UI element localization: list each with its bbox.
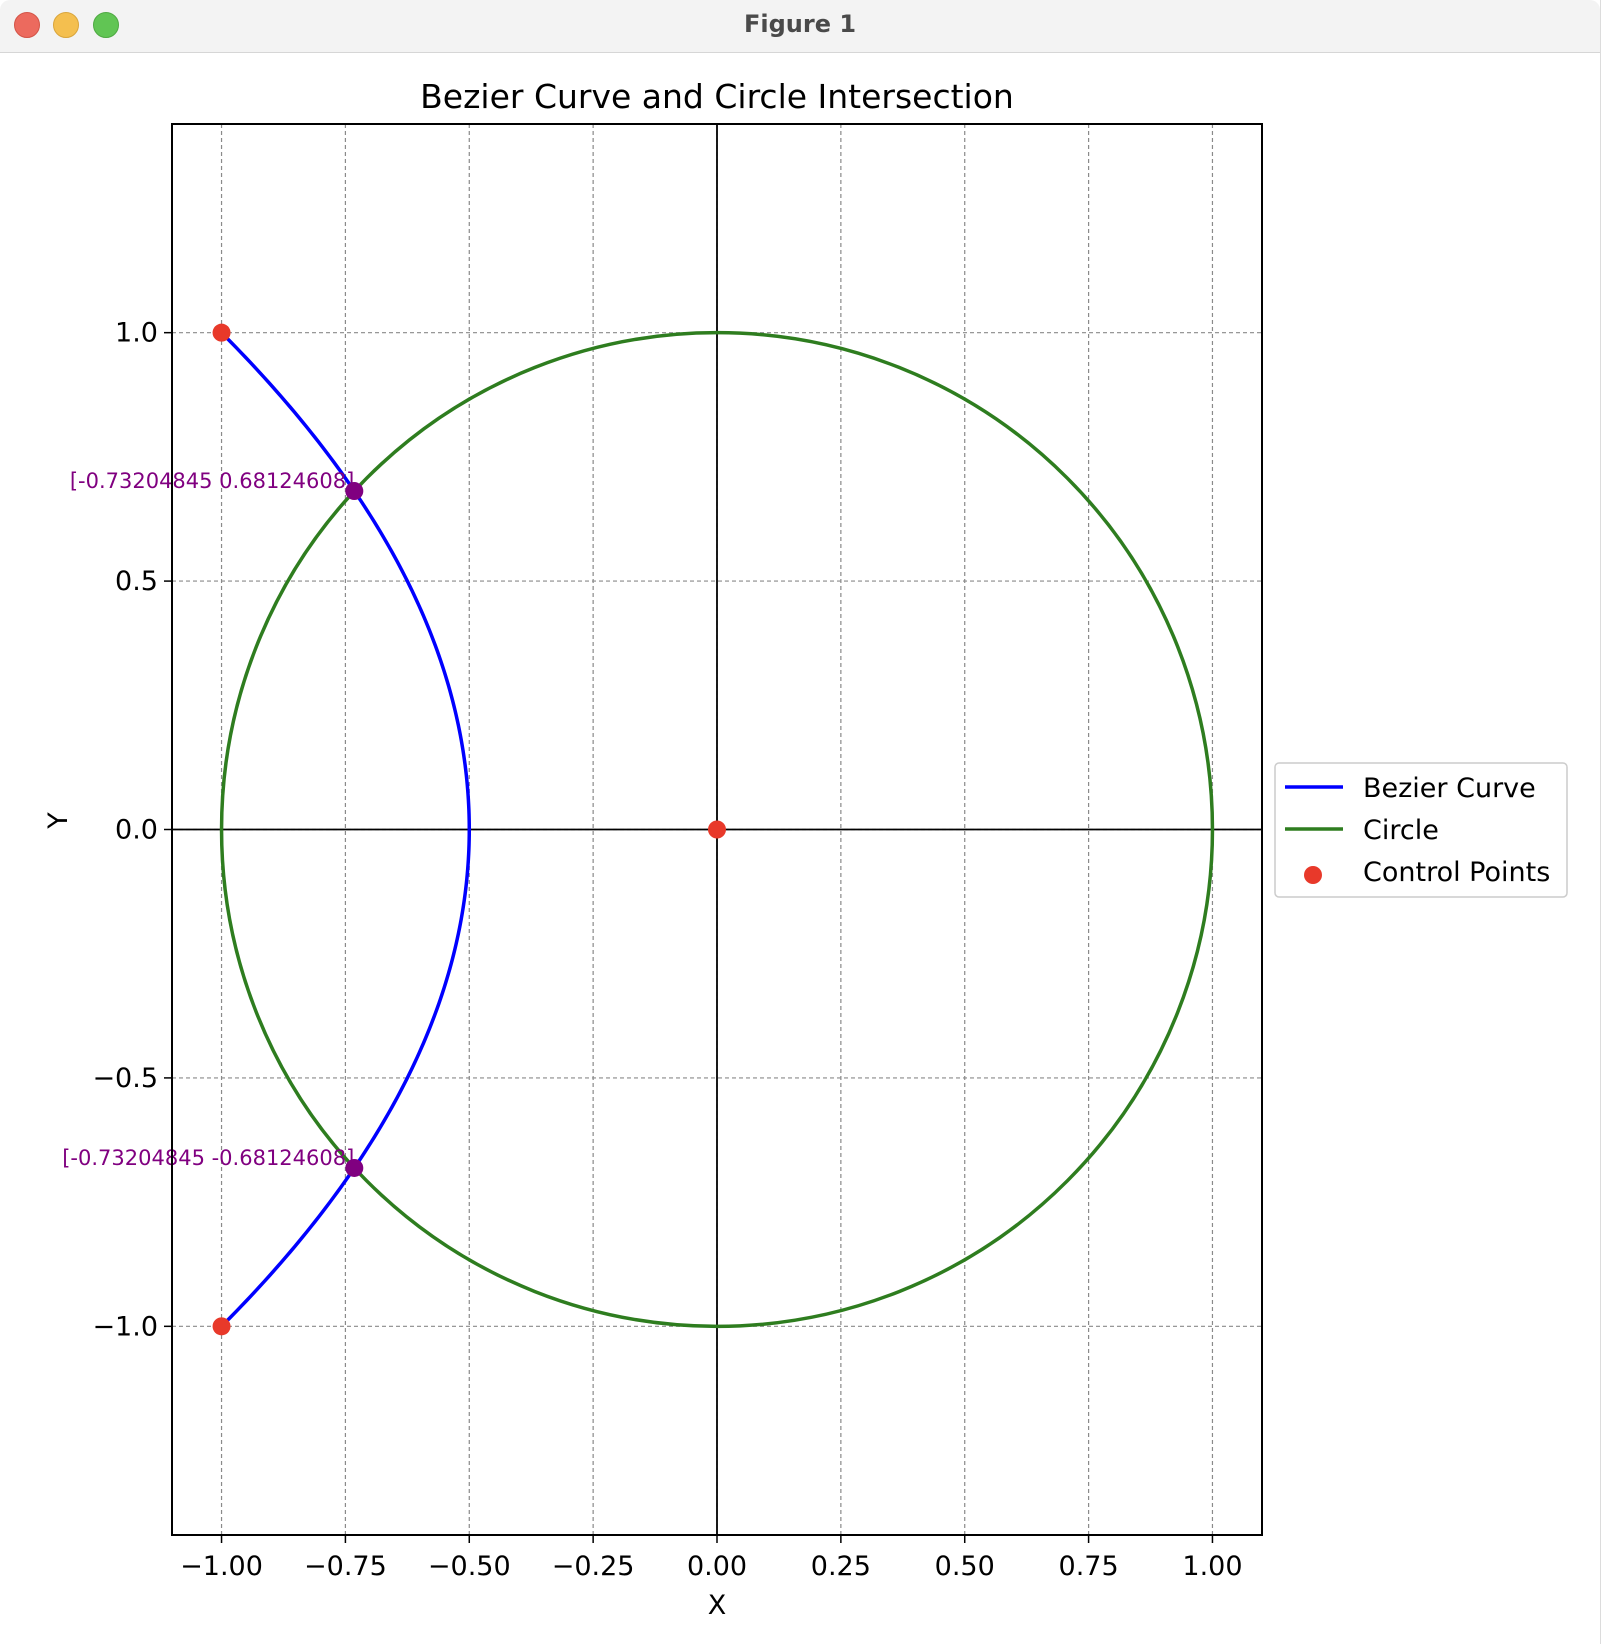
control-point-marker xyxy=(212,323,231,342)
window-title: Figure 1 xyxy=(743,10,857,38)
legend-marker xyxy=(1304,866,1322,884)
tick-labels: −1.00 −0.75 −0.50 −0.25 0.00 0.25 0.50 0.75 1.00… xyxy=(92,318,1242,1582)
zoom-button[interactable] xyxy=(93,12,119,38)
x-axis-label: X xyxy=(708,1590,727,1621)
y-tick-label: −1.0 xyxy=(92,1311,158,1342)
y-tick-label: 1.0 xyxy=(115,318,158,349)
control-point-marker xyxy=(212,1317,231,1336)
legend-label: Circle xyxy=(1363,815,1439,846)
y-axis-label: Y xyxy=(43,812,74,830)
x-tick-label: 0.75 xyxy=(1059,1551,1119,1582)
intersection-point-marker xyxy=(345,482,364,501)
intersection-label: [-0.73204845 -0.68124608] xyxy=(62,1146,354,1170)
legend-label: Control Points xyxy=(1363,857,1550,888)
title-bar: Figure 1 xyxy=(0,0,1600,53)
control-point-marker xyxy=(708,820,726,839)
x-tick-label: 0.25 xyxy=(811,1551,871,1582)
y-tick-label: −0.5 xyxy=(92,1063,158,1094)
x-tick-label: 0.50 xyxy=(935,1551,995,1582)
legend: Bezier Curve Circle Control Points xyxy=(1274,762,1568,898)
close-button[interactable] xyxy=(14,12,40,38)
x-tick-label: 0.00 xyxy=(687,1551,747,1582)
points-layer: [-0.73204845 0.68124608] [-0.73204845 -0.… xyxy=(62,323,726,1336)
circle-series-line xyxy=(219,330,1215,1329)
minimize-button[interactable] xyxy=(53,12,79,38)
x-tick-label: −0.25 xyxy=(552,1551,635,1582)
x-tick-label: −0.50 xyxy=(428,1551,511,1582)
y-tick-label: 0.0 xyxy=(115,815,158,846)
y-tick-label: 0.5 xyxy=(115,566,158,597)
intersection-point-marker xyxy=(345,1158,364,1177)
chart-title: Bezier Curve and Circle Intersection xyxy=(420,77,1014,116)
legend-box xyxy=(1274,762,1568,898)
x-tick-label: −0.75 xyxy=(304,1551,387,1582)
x-tick-label: 1.00 xyxy=(1182,1551,1242,1582)
x-tick-label: −1.00 xyxy=(180,1551,263,1582)
intersection-label: [-0.73204845 0.68124608] xyxy=(70,469,354,493)
legend-label: Bezier Curve xyxy=(1363,773,1536,804)
